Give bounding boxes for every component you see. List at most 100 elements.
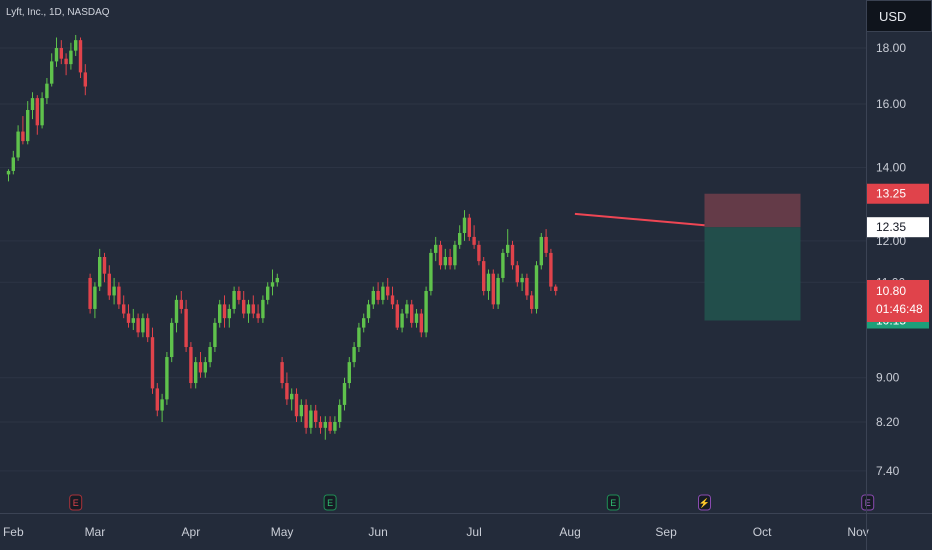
candle <box>50 53 54 87</box>
candle <box>141 313 145 338</box>
candle <box>477 240 481 266</box>
candle <box>467 213 471 241</box>
candle <box>213 318 217 352</box>
candle <box>414 308 419 328</box>
candle <box>198 351 203 378</box>
candle <box>285 372 289 405</box>
candle <box>45 77 49 105</box>
candle <box>30 92 35 120</box>
candle <box>491 269 495 309</box>
time-tick-label: Mar <box>85 525 106 539</box>
candle <box>342 377 347 411</box>
currency-label: USD <box>879 8 907 24</box>
candle <box>458 225 462 249</box>
candle <box>290 388 294 411</box>
event-marker-glyph: ⚡ <box>699 497 710 509</box>
candle <box>323 416 327 440</box>
time-axis-border <box>0 513 932 514</box>
time-tick-label: Oct <box>753 525 772 539</box>
candle <box>16 125 20 161</box>
candle <box>400 308 404 333</box>
candle <box>462 210 467 241</box>
candle <box>98 248 102 291</box>
candle <box>304 399 308 434</box>
candle <box>405 299 409 319</box>
candle <box>357 322 361 352</box>
candle <box>155 383 159 417</box>
candle <box>59 40 63 65</box>
candle <box>328 416 332 434</box>
candle <box>381 282 385 305</box>
time-tick-label: Sep <box>655 525 677 539</box>
price-tick-label: 16.00 <box>876 97 906 111</box>
event-marker-icon[interactable]: E <box>323 494 337 511</box>
candle <box>534 261 539 314</box>
candle <box>386 277 390 300</box>
candle <box>395 299 399 330</box>
candle <box>419 308 423 338</box>
candle <box>314 404 318 428</box>
candle <box>486 269 491 300</box>
candle <box>83 64 87 96</box>
event-marker-glyph: E <box>73 498 79 508</box>
price-tick-label: 7.40 <box>876 464 900 478</box>
candle <box>251 295 255 319</box>
time-tick-label: Nov <box>847 525 868 539</box>
candle <box>544 229 548 257</box>
candle <box>11 150 15 175</box>
candle <box>376 282 380 305</box>
candle <box>170 318 174 363</box>
candle <box>242 290 246 319</box>
candle <box>88 273 92 314</box>
candle <box>362 313 366 333</box>
candle <box>501 248 505 283</box>
last-price-label-bg <box>867 279 929 322</box>
candle <box>506 229 510 257</box>
entry-price-label-bg <box>867 217 929 238</box>
price-tick-label: 18.00 <box>876 41 906 55</box>
candle <box>525 273 529 300</box>
candle <box>309 404 313 434</box>
currency-button[interactable]: USD <box>866 0 932 32</box>
candle <box>246 299 251 323</box>
countdown-label: 01:46:48 <box>876 302 923 316</box>
candle <box>102 252 107 283</box>
candle <box>333 416 337 434</box>
event-marker-icon[interactable]: E <box>861 494 875 511</box>
candle <box>366 299 371 323</box>
candle <box>107 265 111 300</box>
candle <box>218 299 222 328</box>
time-tick-label: Apr <box>182 525 201 539</box>
time-tick-label: Jun <box>368 525 387 539</box>
candle <box>482 256 486 296</box>
event-marker-icon[interactable]: E <box>69 494 83 511</box>
candle <box>270 269 275 296</box>
entry-price-label: 12.35 <box>876 220 906 234</box>
candle <box>126 304 131 328</box>
candle <box>448 248 452 270</box>
candle <box>69 42 73 70</box>
candle <box>530 290 534 314</box>
event-marker-glyph: E <box>327 498 333 508</box>
candle <box>554 284 558 296</box>
time-tick-label: May <box>271 525 294 539</box>
event-marker-glyph: E <box>865 498 871 508</box>
stop-loss-zone <box>704 193 801 228</box>
candle <box>122 295 126 319</box>
candle <box>275 273 279 287</box>
stop-price-label-bg <box>867 183 929 204</box>
candle <box>78 37 83 78</box>
candle <box>318 416 323 434</box>
candle <box>294 388 299 422</box>
candle <box>146 313 150 343</box>
candle <box>64 53 68 76</box>
candle <box>26 101 30 145</box>
candle <box>299 399 303 422</box>
candle <box>117 282 121 309</box>
price-tick-label: 12.00 <box>876 234 906 248</box>
event-marker-icon[interactable]: ⚡ <box>698 494 711 511</box>
candle <box>266 282 270 305</box>
event-marker-icon[interactable]: E <box>606 494 620 511</box>
